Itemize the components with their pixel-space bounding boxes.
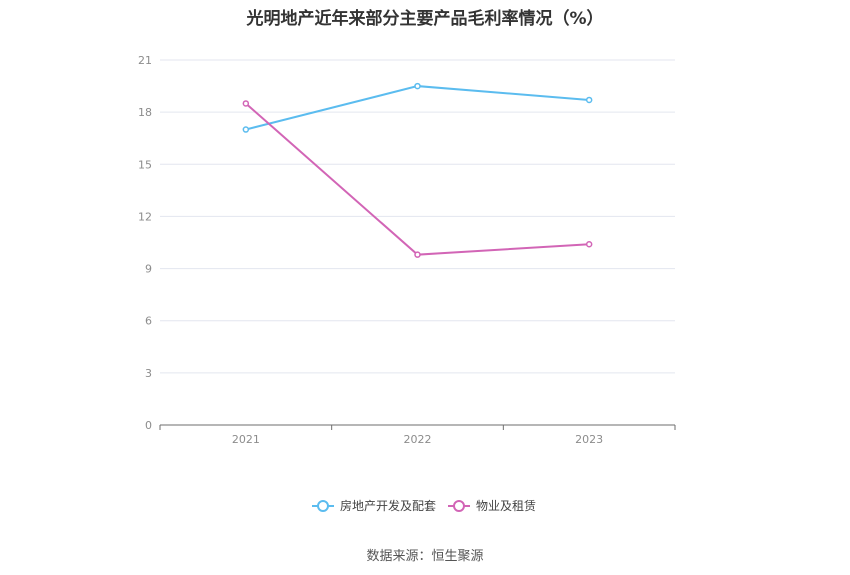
data-point[interactable] — [414, 251, 421, 258]
legend-item-2[interactable]: 物业及租赁 — [448, 499, 536, 513]
data-point[interactable] — [414, 82, 421, 90]
source-note: 数据来源：恒生聚源 — [366, 549, 484, 564]
y-tick-label: 0 — [145, 419, 152, 432]
x-tick-label: 2023 — [575, 433, 603, 446]
data-point[interactable] — [585, 96, 593, 104]
y-tick-label: 6 — [145, 315, 152, 328]
y-tick-label: 21 — [138, 54, 152, 67]
legend-label: 房地产开发及配套 — [340, 498, 436, 513]
series-line — [245, 102, 590, 256]
data-point[interactable] — [585, 240, 593, 248]
legend-marker — [317, 500, 329, 512]
y-tick-label: 9 — [145, 263, 152, 276]
series-2 — [242, 100, 593, 258]
y-tick-label: 15 — [138, 158, 152, 171]
series-line — [245, 85, 590, 131]
legend-item-1[interactable]: 房地产开发及配套 — [312, 498, 436, 513]
legend-label: 物业及租赁 — [476, 499, 536, 513]
x-axis-ticks: 2021 2022 2023 — [159, 425, 676, 446]
x-tick-label: 2022 — [404, 433, 432, 446]
y-tick-label: 12 — [138, 210, 152, 223]
y-tick-label: 18 — [138, 106, 152, 119]
legend-marker — [453, 500, 465, 512]
grid-lines — [160, 59, 675, 374]
y-tick-label: 3 — [145, 367, 152, 380]
y-axis-ticks: 0 3 6 9 12 15 18 21 — [138, 54, 152, 432]
data-point[interactable] — [242, 126, 250, 133]
series-1 — [242, 82, 593, 133]
chart-title: 光明地产近年来部分主要产品毛利率情况（%） — [246, 9, 604, 29]
series-group — [242, 82, 593, 258]
legend[interactable]: 房地产开发及配套 物业及租赁 — [312, 498, 536, 513]
data-point[interactable] — [242, 100, 250, 107]
x-tick-label: 2021 — [232, 433, 260, 446]
